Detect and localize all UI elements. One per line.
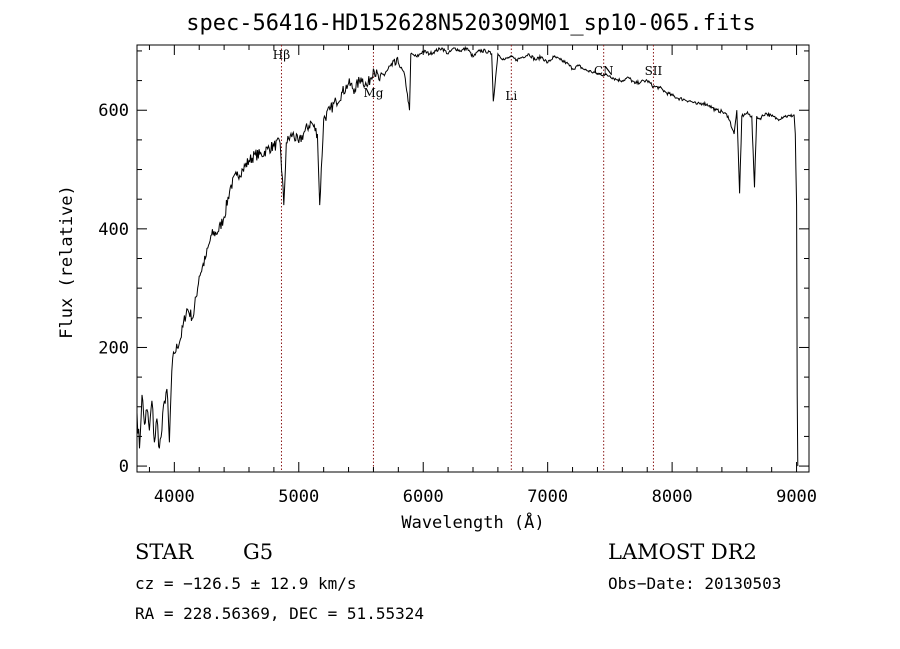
marker-label-5: SII xyxy=(645,64,663,78)
redshift-readout: cz = −126.5 ± 12.9 km/s xyxy=(135,574,357,593)
axis-ticks: 4000 5000 6000 7000 8000 9000 0 200 400 600 xyxy=(98,45,817,507)
chart-title: spec-56416-HD152628N520309M01_sp10-065.f… xyxy=(186,11,756,36)
line-markers: Hβ Mg Li CN SII xyxy=(273,45,663,472)
marker-label-4: CN xyxy=(594,64,614,78)
series-layer xyxy=(136,45,799,467)
object-type: STAR xyxy=(135,540,194,564)
y-tick-label-400: 400 xyxy=(98,220,129,240)
x-tick-label-9000: 9000 xyxy=(776,487,817,507)
marker-label-2: Mg xyxy=(363,86,383,100)
x-tick-label-8000: 8000 xyxy=(652,487,693,507)
x-tick-label-7000: 7000 xyxy=(527,487,568,507)
x-tick-label-5000: 5000 xyxy=(278,487,319,507)
y-tick-label-0: 0 xyxy=(119,457,129,477)
y-tick-label-200: 200 xyxy=(98,338,129,358)
x-tick-label-6000: 6000 xyxy=(403,487,444,507)
coordinates-readout: RA = 228.56369, DEC = 51.55324 xyxy=(135,604,424,623)
spectrum-line-1 xyxy=(136,45,799,467)
x-axis-label: Wavelength (Å) xyxy=(401,511,544,533)
observation-date: Obs−Date: 20130503 xyxy=(608,574,781,593)
survey-name: LAMOST DR2 xyxy=(608,540,757,564)
y-axis-label: Flux (relative) xyxy=(57,185,77,339)
spectral-subclass: G5 xyxy=(243,540,273,564)
x-tick-label-4000: 4000 xyxy=(154,487,195,507)
marker-label-1: Hβ xyxy=(273,48,290,62)
y-tick-label-600: 600 xyxy=(98,101,129,121)
plot-frame xyxy=(136,44,810,473)
marker-label-3: Li xyxy=(505,89,517,103)
